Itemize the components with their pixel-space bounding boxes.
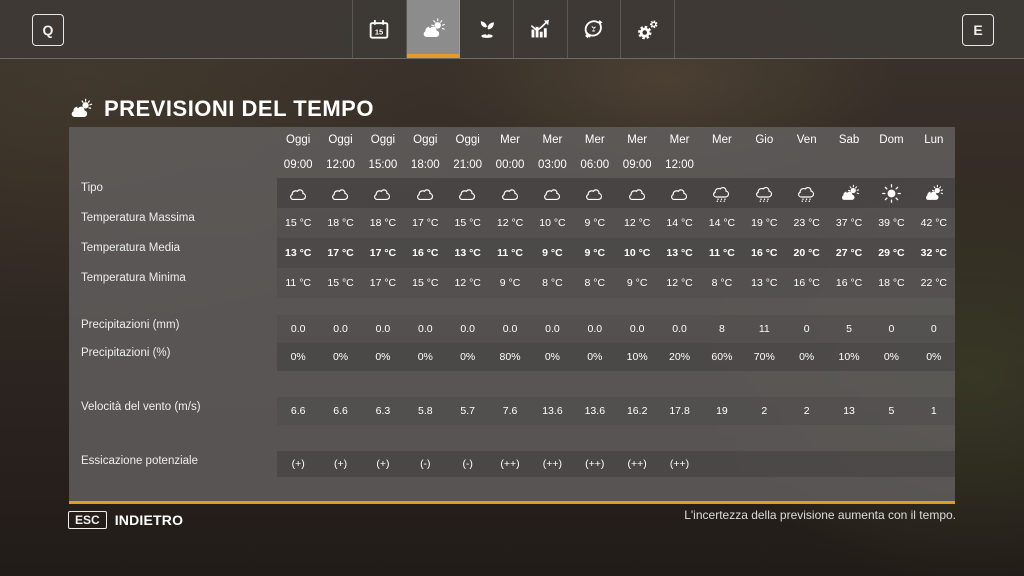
svg-text:15: 15 (375, 28, 383, 37)
